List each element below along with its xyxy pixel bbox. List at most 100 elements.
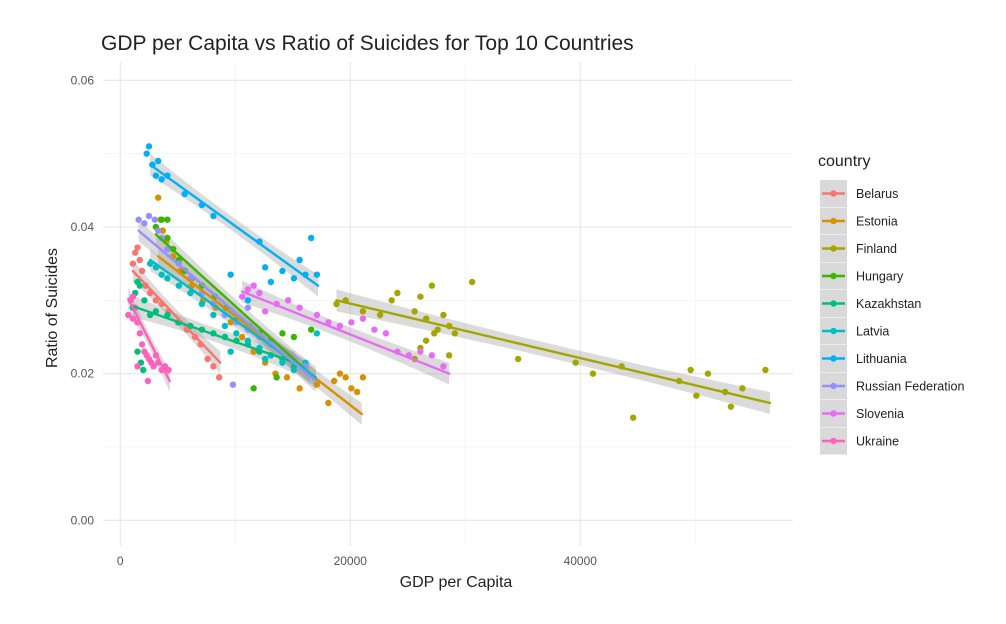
data-point-latvia — [244, 337, 252, 344]
data-point-belarus — [138, 267, 146, 275]
data-point-finland — [572, 359, 579, 366]
legend-label-slovenia: Slovenia — [856, 407, 904, 421]
grid — [103, 62, 793, 546]
data-point-estonia — [227, 319, 234, 326]
data-point-belarus — [129, 260, 137, 267]
data-point-latvia — [290, 366, 298, 374]
data-point-finland — [434, 326, 441, 333]
data-point-kazakhstan — [140, 366, 147, 374]
data-point-lithuania — [296, 256, 303, 264]
data-point-slovenia — [417, 348, 424, 355]
data-point-latvia — [187, 289, 194, 297]
data-point-finland — [417, 293, 424, 300]
data-point-estonia — [313, 381, 321, 388]
legend-dot-russian-federation — [830, 382, 837, 390]
data-point-finland — [514, 355, 522, 363]
data-point-latvia — [261, 355, 269, 363]
data-point-slovenia — [440, 363, 447, 370]
data-point-finland — [428, 282, 436, 289]
legend-dot-belarus — [830, 190, 837, 197]
data-point-slovenia — [336, 322, 344, 330]
data-point-hungary — [279, 330, 286, 337]
data-point-russian-federation — [141, 220, 148, 227]
legend-dot-estonia — [830, 217, 837, 225]
legend-label-hungary: Hungary — [856, 270, 904, 284]
data-point-finland — [727, 403, 735, 410]
trend-line-lithuania — [148, 163, 320, 287]
trend-line-slovenia — [240, 290, 451, 375]
data-point-estonia — [159, 227, 166, 234]
data-point-lithuania — [267, 278, 275, 286]
data-point-lithuania — [261, 264, 269, 271]
data-point-finland — [762, 366, 769, 374]
data-point-finland — [422, 337, 430, 344]
data-point-russian-federation — [135, 216, 142, 223]
legend-dot-lithuania — [830, 355, 837, 362]
data-point-slovenia — [313, 311, 321, 319]
data-point-ukraine — [144, 377, 152, 385]
data-point-latvia — [221, 322, 229, 330]
data-point-slovenia — [244, 286, 252, 293]
data-point-slovenia — [261, 308, 269, 315]
y-tick-label: 0.06 — [71, 73, 95, 87]
data-point-russian-federation — [145, 212, 153, 220]
data-point-finland — [739, 385, 746, 392]
y-tick-label: 0.00 — [71, 513, 95, 527]
y-axis-title: Ratio of Suicides — [44, 248, 61, 368]
legend-dot-kazakhstan — [830, 300, 837, 307]
data-point-finland — [451, 330, 459, 337]
data-point-finland — [693, 392, 700, 399]
data-point-russian-federation — [151, 216, 158, 223]
data-point-slovenia — [296, 304, 303, 311]
data-point-slovenia — [428, 352, 436, 359]
data-point-belarus — [215, 374, 223, 381]
legend-label-belarus: Belarus — [856, 187, 898, 201]
data-point-finland — [629, 414, 637, 421]
data-point-latvia — [164, 275, 171, 282]
data-point-finland — [704, 370, 712, 377]
data-point-finland — [376, 311, 384, 319]
x-axis-title: GDP per Capita — [400, 574, 513, 591]
data-point-lithuania — [145, 143, 153, 150]
data-point-slovenia — [348, 319, 355, 326]
legend-label-ukraine: Ukraine — [856, 435, 899, 449]
y-tick-label: 0.02 — [71, 367, 95, 381]
data-point-lithuania — [181, 190, 188, 198]
data-point-lithuania — [244, 297, 252, 304]
data-point-estonia — [359, 374, 367, 381]
data-point-belarus — [210, 363, 217, 370]
legend-label-latvia: Latvia — [856, 325, 889, 339]
data-point-lithuania — [307, 234, 315, 242]
data-point-finland — [333, 300, 340, 308]
data-point-hungary — [273, 374, 280, 381]
data-point-kazakhstan — [134, 348, 141, 355]
data-point-russian-federation — [155, 227, 162, 234]
data-point-latvia — [279, 359, 286, 366]
legend-title: country — [818, 153, 870, 170]
trend-line-finland — [335, 299, 772, 405]
data-point-lithuania — [210, 212, 217, 220]
axis-ticks: 0 20000 40000 0.00 0.02 0.04 0.06 — [71, 73, 598, 568]
trend-line-ukraine — [127, 297, 171, 383]
legend-dot-slovenia — [830, 410, 837, 417]
data-point-ukraine — [165, 366, 172, 374]
data-point-lithuania — [152, 172, 160, 179]
data-point-finland — [388, 297, 395, 304]
data-point-finland — [468, 278, 476, 286]
data-point-lithuania — [158, 176, 165, 183]
data-point-estonia — [155, 194, 162, 201]
x-tick-label: 0 — [117, 554, 124, 568]
data-point-finland — [359, 308, 367, 315]
data-point-belarus — [204, 355, 211, 363]
data-point-estonia — [296, 385, 303, 392]
trend-line-russian-federation — [137, 229, 317, 383]
data-point-hungary — [290, 333, 298, 341]
data-point-estonia — [283, 374, 291, 381]
data-point-finland — [411, 308, 418, 315]
trend-line-hungary — [154, 233, 312, 375]
data-point-hungary — [250, 385, 257, 392]
data-point-hungary — [164, 234, 171, 242]
data-point-latvia — [227, 348, 234, 355]
